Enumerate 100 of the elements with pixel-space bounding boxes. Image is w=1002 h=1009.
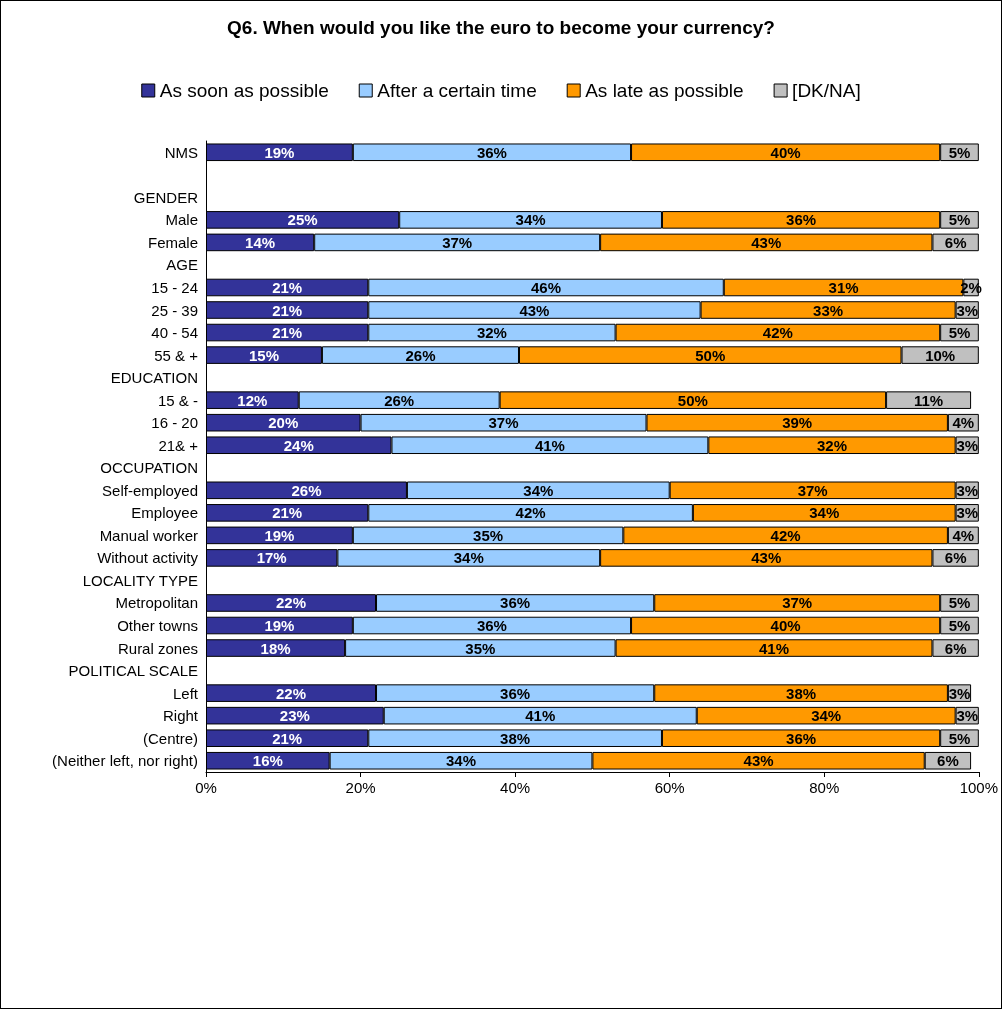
data-label: 36%	[476, 617, 507, 635]
legend-label: [DK/NA]	[792, 80, 861, 101]
data-label: 31%	[828, 278, 859, 296]
y-tick-label: Manual worker	[99, 526, 198, 544]
data-label: 34%	[446, 752, 477, 770]
data-label: 22%	[275, 684, 307, 702]
y-tick-label: 15 & -	[157, 391, 198, 409]
data-label: 32%	[816, 436, 847, 454]
data-label: 21%	[272, 729, 303, 747]
data-label: 50%	[695, 346, 726, 364]
data-label: 5%	[948, 324, 971, 342]
data-label: 23%	[279, 707, 310, 725]
data-label: 37%	[442, 233, 473, 251]
data-label: 21%	[272, 324, 303, 342]
x-tick-label: 40%	[500, 779, 531, 796]
data-label: 3%	[956, 301, 979, 319]
data-label: 5%	[948, 211, 971, 229]
y-tick-label: 16 - 20	[151, 414, 198, 432]
data-label: 20%	[268, 414, 299, 432]
y-tick-label: POLITICAL SCALE	[68, 662, 198, 680]
data-label: 39%	[782, 414, 813, 432]
data-label: 41%	[534, 436, 565, 454]
y-tick-label: Right	[162, 707, 199, 725]
data-label: 17%	[256, 549, 287, 567]
y-tick-label: OCCUPATION	[100, 459, 198, 477]
data-label: 24%	[283, 436, 314, 454]
data-label: 5%	[948, 617, 971, 635]
data-label: 15%	[248, 346, 279, 364]
data-label: 19%	[264, 526, 295, 544]
data-label: 21%	[272, 504, 303, 522]
data-label: 16%	[252, 752, 283, 770]
data-label: 43%	[751, 233, 782, 251]
x-tick-label: 20%	[345, 779, 376, 796]
data-label: 50%	[677, 391, 708, 409]
data-label: 21%	[272, 301, 303, 319]
data-label: 42%	[515, 504, 546, 522]
y-tick-label: Metropolitan	[115, 594, 198, 612]
x-tick-label: 100%	[959, 779, 999, 796]
legend-label: After a certain time	[377, 80, 537, 101]
legend-label: As soon as possible	[159, 80, 329, 101]
data-label: 6%	[944, 549, 967, 567]
data-label: 43%	[751, 549, 782, 567]
chart-title: Q6. When would you like the euro to become your currency?	[227, 17, 775, 38]
data-label: 41%	[525, 707, 556, 725]
y-tick-label: NMS	[164, 143, 198, 161]
y-tick-label: 40 - 54	[151, 324, 198, 342]
y-tick-label: Female	[147, 233, 198, 251]
data-label: 43%	[743, 752, 774, 770]
data-label: 35%	[473, 526, 504, 544]
data-label: 41%	[759, 639, 790, 657]
data-label: 5%	[948, 729, 971, 747]
data-label: 3%	[956, 481, 979, 499]
y-tick-label: 25 - 39	[151, 301, 198, 319]
y-tick-label: Male	[165, 211, 198, 229]
data-label: 5%	[948, 143, 971, 161]
data-label: 3%	[948, 684, 971, 702]
y-tick-label: (Centre)	[142, 729, 198, 747]
data-label: 26%	[405, 346, 436, 364]
data-label: 6%	[937, 752, 959, 770]
data-label: 18%	[260, 639, 291, 657]
y-tick-label: LOCALITY TYPE	[82, 571, 198, 589]
data-label: 4%	[952, 414, 975, 432]
data-label: 37%	[488, 414, 519, 432]
data-label: 36%	[786, 211, 817, 229]
data-label: 36%	[500, 684, 531, 702]
y-tick-label: (Neither left, nor right)	[52, 752, 198, 770]
data-label: 36%	[500, 594, 531, 612]
data-label: 19%	[264, 617, 295, 635]
data-label: 34%	[453, 549, 484, 567]
y-tick-label: Left	[172, 684, 199, 702]
data-label: 19%	[264, 143, 295, 161]
data-label: 42%	[770, 526, 801, 544]
data-label: 38%	[500, 729, 531, 747]
data-label: 3%	[956, 436, 979, 454]
data-label: 43%	[519, 301, 550, 319]
data-label: 40%	[770, 617, 801, 635]
data-label: 3%	[956, 707, 979, 725]
data-label: 36%	[786, 729, 817, 747]
legend-label: As late as possible	[585, 80, 744, 101]
y-tick-label: Self-employed	[102, 481, 198, 499]
data-label: 5%	[948, 594, 971, 612]
data-label: 36%	[476, 143, 507, 161]
data-label: 34%	[809, 504, 840, 522]
data-label: 35%	[465, 639, 496, 657]
y-tick-label: Employee	[131, 504, 198, 522]
data-label: 26%	[384, 391, 415, 409]
data-label: 37%	[782, 594, 813, 612]
y-tick-label: Other towns	[117, 617, 198, 635]
data-label: 34%	[523, 481, 554, 499]
data-label: 14%	[245, 233, 276, 251]
data-label: 32%	[476, 324, 507, 342]
data-label: 6%	[944, 639, 967, 657]
x-tick-label: 0%	[195, 779, 217, 796]
data-label: 34%	[515, 211, 546, 229]
x-tick-label: 60%	[654, 779, 685, 796]
data-label: 12%	[237, 391, 268, 409]
y-tick-label: EDUCATION	[110, 369, 198, 387]
data-label: 37%	[797, 481, 828, 499]
y-tick-label: Rural zones	[117, 639, 198, 657]
data-label: 46%	[531, 278, 562, 296]
